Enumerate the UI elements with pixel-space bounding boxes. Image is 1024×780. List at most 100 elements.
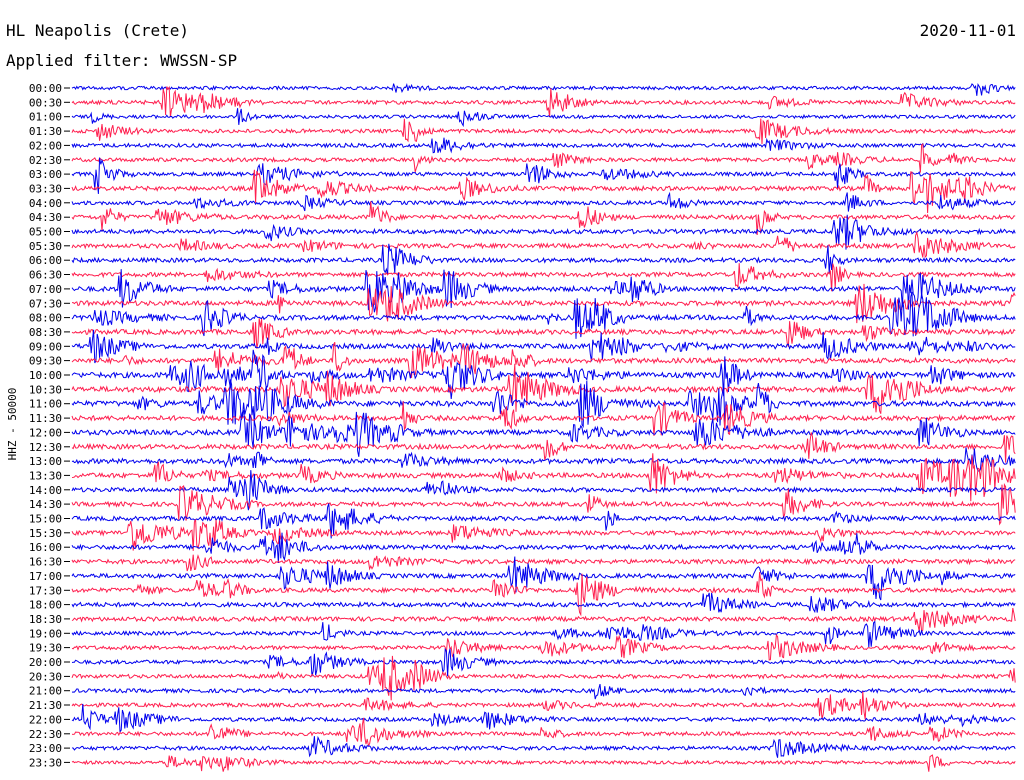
time-tick-label: 11:30	[29, 412, 62, 425]
trace-line	[71, 554, 1016, 572]
time-tick-label: 07:00	[29, 283, 62, 296]
time-tick-label: 14:30	[29, 498, 62, 511]
trace-line	[71, 230, 1016, 259]
trace-line	[71, 556, 1016, 601]
time-tick-label: 17:30	[29, 584, 62, 597]
time-tick-label: 00:00	[29, 82, 62, 95]
trace-line	[71, 82, 1016, 96]
trace-line	[71, 318, 1016, 349]
time-tick-label: 12:30	[29, 441, 62, 454]
time-tick-label: 21:30	[29, 699, 62, 712]
trace-line	[71, 633, 1016, 661]
time-tick-label: 07:30	[29, 297, 62, 310]
time-tick-label: 22:00	[29, 713, 62, 726]
time-tick-label: 08:30	[29, 326, 62, 339]
trace-line	[71, 85, 1016, 118]
trace-line	[71, 329, 1016, 364]
time-tick-label: 19:30	[29, 642, 62, 655]
time-tick-label: 04:30	[29, 211, 62, 224]
time-tick-label: 01:00	[29, 111, 62, 124]
time-tick-label: 23:00	[29, 742, 62, 755]
time-tick-label: 05:30	[29, 240, 62, 253]
trace-line	[71, 717, 1016, 747]
time-tick-label: 15:00	[29, 513, 62, 526]
time-tick-label: 20:00	[29, 656, 62, 669]
trace-line	[71, 754, 1016, 772]
trace-line	[71, 572, 1016, 617]
time-tick-label: 04:00	[29, 197, 62, 210]
time-tick-label: 09:30	[29, 355, 62, 368]
channel-label: HHZ - 50000	[6, 388, 19, 461]
time-tick-label: 09:00	[29, 340, 62, 353]
trace-line	[71, 291, 1016, 339]
trace-line	[71, 263, 1016, 292]
time-tick-label: 17:00	[29, 570, 62, 583]
trace-line	[71, 647, 1016, 677]
time-tick-label: 23:30	[29, 756, 62, 769]
time-tick-label: 05:00	[29, 226, 62, 239]
time-tick-label: 02:00	[29, 139, 62, 152]
trace-line	[71, 683, 1016, 700]
time-tick-label: 14:00	[29, 484, 62, 497]
seismic-traces	[71, 82, 1016, 772]
trace-line	[71, 379, 1016, 428]
trace-line	[71, 519, 1016, 551]
trace-line	[71, 137, 1016, 154]
trace-line	[71, 191, 1016, 212]
time-tick-label: 21:00	[29, 685, 62, 698]
trace-line	[71, 169, 1016, 214]
trace-line	[71, 432, 1016, 463]
time-tick-label: 00:30	[29, 96, 62, 109]
time-tick-label: 06:30	[29, 269, 62, 282]
trace-line	[71, 201, 1016, 236]
trace-line	[71, 691, 1016, 720]
time-tick-label: 12:00	[29, 426, 62, 439]
trace-line	[71, 363, 1016, 414]
station-title: HL Neapolis (Crete)	[6, 21, 189, 40]
trace-line	[71, 655, 1016, 701]
time-tick-label: 03:30	[29, 182, 62, 195]
trace-line	[71, 214, 1016, 250]
trace-line	[71, 620, 1016, 648]
trace-line	[71, 447, 1016, 472]
time-tick-label: 19:00	[29, 627, 62, 640]
trace-line	[71, 607, 1016, 633]
date-label: 2020-11-01	[920, 21, 1016, 40]
trace-line	[71, 401, 1016, 437]
filter-label: Applied filter: WWSSN-SP	[6, 51, 237, 70]
time-tick-label: 20:30	[29, 670, 62, 683]
trace-line	[72, 283, 1016, 324]
trace-line	[71, 483, 1016, 526]
time-tick-label: 06:00	[29, 254, 62, 267]
time-tick-label: 10:00	[29, 369, 62, 382]
trace-line	[71, 142, 1016, 173]
time-tick-label: 18:30	[29, 613, 62, 626]
time-tick-label: 02:30	[29, 154, 62, 167]
time-tick-label: 22:30	[29, 728, 62, 741]
trace-line	[71, 157, 1016, 194]
trace-line	[71, 532, 1016, 564]
time-tick-label: 13:30	[29, 469, 62, 482]
time-tick-label: 11:00	[29, 398, 62, 411]
trace-line	[71, 243, 1016, 275]
trace-line	[71, 349, 1016, 400]
time-tick-label: 15:30	[29, 527, 62, 540]
time-tick-label: 08:00	[29, 312, 62, 325]
time-tick-label: 18:00	[29, 599, 62, 612]
time-tick-label: 13:00	[29, 455, 62, 468]
trace-line	[71, 503, 1016, 539]
time-tick-label: 10:30	[29, 383, 62, 396]
trace-line	[71, 592, 1016, 614]
trace-line	[71, 118, 1016, 145]
trace-line	[71, 341, 1016, 378]
time-tick-label: 16:00	[29, 541, 62, 554]
time-tick-label: 03:00	[29, 168, 62, 181]
trace-line	[71, 735, 1016, 758]
trace-line	[71, 409, 1016, 457]
time-tick-label: 01:30	[29, 125, 62, 138]
trace-line	[71, 703, 1016, 734]
time-tick-label: 16:30	[29, 556, 62, 569]
trace-line	[71, 269, 1016, 313]
